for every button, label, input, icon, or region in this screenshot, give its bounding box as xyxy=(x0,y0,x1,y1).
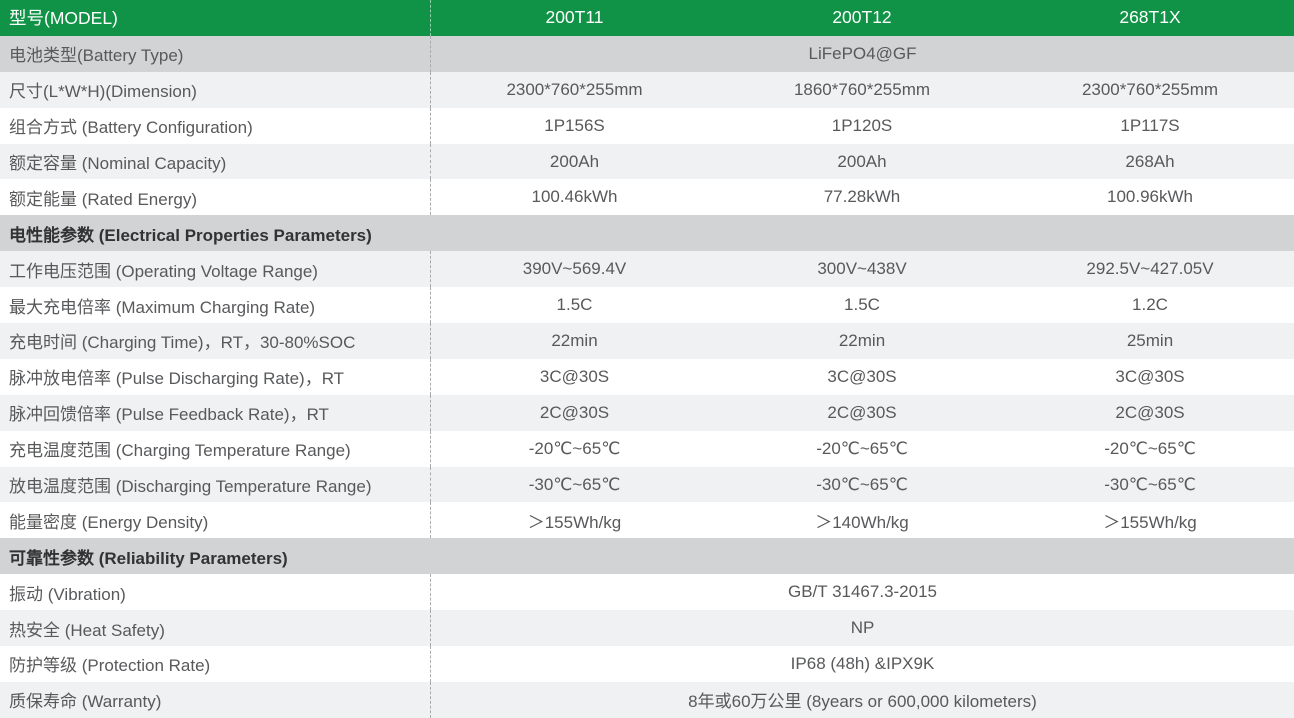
row-value: 1860*760*255mm xyxy=(793,79,931,99)
section-header-row: 可靠性参数 (Reliability Parameters) xyxy=(0,538,1294,575)
row-value: 1.5C xyxy=(844,295,880,315)
row-value: 2C@30S xyxy=(1115,402,1185,422)
row-label: 组合方式 (Battery Configuration) xyxy=(9,118,253,138)
spec-row: 放电温度范围 (Discharging Temperature Range) -3… xyxy=(0,466,1294,503)
row-value: IP68 (48h) &IPX9K xyxy=(430,646,1294,682)
row-value: 3C@30S xyxy=(827,366,897,386)
row-label: 最大充电倍率 (Maximum Charging Rate) xyxy=(9,297,316,317)
row-label: 充电时间 (Charging Time)，RT，30-80%SOC xyxy=(9,333,356,353)
row-value: 1P117S xyxy=(1120,115,1180,135)
model-column-header-1: 200T11 xyxy=(430,0,718,36)
row-value: 22min xyxy=(430,323,718,359)
model-column-header-2: 200T12 xyxy=(832,7,892,28)
row-value: 1.2C xyxy=(1132,295,1168,315)
row-value: 268Ah xyxy=(1125,151,1175,171)
row-value: 200Ah xyxy=(430,143,718,180)
spec-row: 防护等级 (Protection Rate) IP68 (48h) &IPX9K xyxy=(0,646,1294,682)
row-label: 脉冲回馈倍率 (Pulse Feedback Rate)，RT xyxy=(9,405,329,425)
row-label: 额定能量 (Rated Energy) xyxy=(9,189,197,209)
row-label: 脉冲放电倍率 (Pulse Discharging Rate)，RT xyxy=(9,369,345,389)
spec-row: 充电温度范围 (Charging Temperature Range) -20℃~… xyxy=(0,430,1294,467)
section-title: 可靠性参数 (Reliability Parameters) xyxy=(9,548,288,568)
row-label: 尺寸(L*W*H)(Dimension) xyxy=(9,82,197,102)
row-value: 1P156S xyxy=(430,107,718,144)
section-header-row: 电性能参数 (Electrical Properties Parameters) xyxy=(0,215,1294,252)
row-label: 能量密度 (Energy Density) xyxy=(9,512,209,532)
row-label: 放电温度范围 (Discharging Temperature Range) xyxy=(9,477,372,497)
row-value: ＞140Wh/kg xyxy=(815,512,909,532)
row-value: -20℃~65℃ xyxy=(816,438,908,458)
row-label: 工作电压范围 (Operating Voltage Range) xyxy=(9,261,318,281)
row-value: 8年或60万公里 (8years or 600,000 kilometers) xyxy=(430,681,1294,718)
row-value: 292.5V~427.05V xyxy=(1086,259,1214,279)
spec-row: 脉冲回馈倍率 (Pulse Feedback Rate)，RT 2C@30S 2C@… xyxy=(0,394,1294,431)
row-value: -20℃~65℃ xyxy=(1104,438,1196,458)
spec-row: 脉冲放电倍率 (Pulse Discharging Rate)，RT 3C@30S… xyxy=(0,358,1294,395)
row-value: LiFePO4@GF xyxy=(430,35,1294,72)
row-value: ＞155Wh/kg xyxy=(1103,512,1197,532)
row-value: ＞155Wh/kg xyxy=(430,502,718,539)
row-value: 2300*760*255mm xyxy=(1081,79,1219,99)
row-value: 390V~569.4V xyxy=(430,251,718,288)
row-label: 电池类型(Battery Type) xyxy=(9,46,184,66)
spec-row: 尺寸(L*W*H)(Dimension) 2300*760*255mm 1860*7… xyxy=(0,71,1294,108)
row-value: 77.28kWh xyxy=(823,187,901,207)
row-value: -30℃~65℃ xyxy=(816,474,908,494)
row-value: 200Ah xyxy=(837,151,887,171)
spec-row: 组合方式 (Battery Configuration) 1P156S 1P120S… xyxy=(0,107,1294,144)
spec-row: 充电时间 (Charging Time)，RT，30-80%SOC 22min 22… xyxy=(0,323,1294,359)
row-label: 热安全 (Heat Safety) xyxy=(9,620,165,640)
row-value: 100.46kWh xyxy=(430,179,718,216)
spec-row: 最大充电倍率 (Maximum Charging Rate) 1.5C 1.5C 1.… xyxy=(0,287,1294,324)
row-value: -30℃~65℃ xyxy=(1104,474,1196,494)
model-header-label: 型号(MODEL) xyxy=(9,8,118,29)
row-label: 防护等级 (Protection Rate) xyxy=(9,656,211,676)
row-label: 充电温度范围 (Charging Temperature Range) xyxy=(9,441,351,461)
row-value: 22min xyxy=(838,330,886,350)
row-value: 3C@30S xyxy=(1115,366,1185,386)
spec-row: 额定能量 (Rated Energy) 100.46kWh 77.28kWh 100.… xyxy=(0,179,1294,216)
spec-row: 振动 (Vibration) GB/T 31467.3-2015 xyxy=(0,574,1294,611)
spec-row: 额定容量 (Nominal Capacity) 200Ah 200Ah 268Ah xyxy=(0,143,1294,180)
model-column-header-3: 268T1X xyxy=(1119,7,1181,28)
spec-row: 质保寿命 (Warranty) 8年或60万公里 (8years or 600,0… xyxy=(0,681,1294,718)
row-label: 额定容量 (Nominal Capacity) xyxy=(9,154,227,173)
row-value: 1P120S xyxy=(831,115,893,135)
row-value: 300V~438V xyxy=(817,259,907,279)
row-value: 25min xyxy=(1126,330,1174,350)
row-value: 1.5C xyxy=(430,287,718,324)
table-header-row: 型号(MODEL) 200T11 200T12 268T1X xyxy=(0,0,1294,36)
spec-row: 工作电压范围 (Operating Voltage Range) 390V~569… xyxy=(0,251,1294,288)
row-value: 2C@30S xyxy=(430,394,718,431)
row-value: 3C@30S xyxy=(430,358,718,395)
spec-row: 热安全 (Heat Safety) NP xyxy=(0,610,1294,647)
row-value: 2300*760*255mm xyxy=(430,71,718,108)
row-value: 2C@30S xyxy=(827,402,897,422)
row-value: -20℃~65℃ xyxy=(430,430,718,467)
spec-row: 电池类型(Battery Type) LiFePO4@GF xyxy=(0,35,1294,72)
row-value: -30℃~65℃ xyxy=(430,466,718,503)
row-value: NP xyxy=(430,610,1294,647)
row-value: 100.96kWh xyxy=(1107,187,1193,207)
section-title: 电性能参数 (Electrical Properties Parameters) xyxy=(9,225,372,245)
row-value: GB/T 31467.3-2015 xyxy=(430,574,1294,611)
table-body: 电池类型(Battery Type) LiFePO4@GF 尺寸(L*W*H)(Di… xyxy=(0,35,1294,718)
spec-row: 能量密度 (Energy Density) ＞155Wh/kg ＞140Wh/kg ＞… xyxy=(0,502,1294,539)
row-label: 质保寿命 (Warranty) xyxy=(9,692,162,712)
row-label: 振动 (Vibration) xyxy=(9,584,126,604)
